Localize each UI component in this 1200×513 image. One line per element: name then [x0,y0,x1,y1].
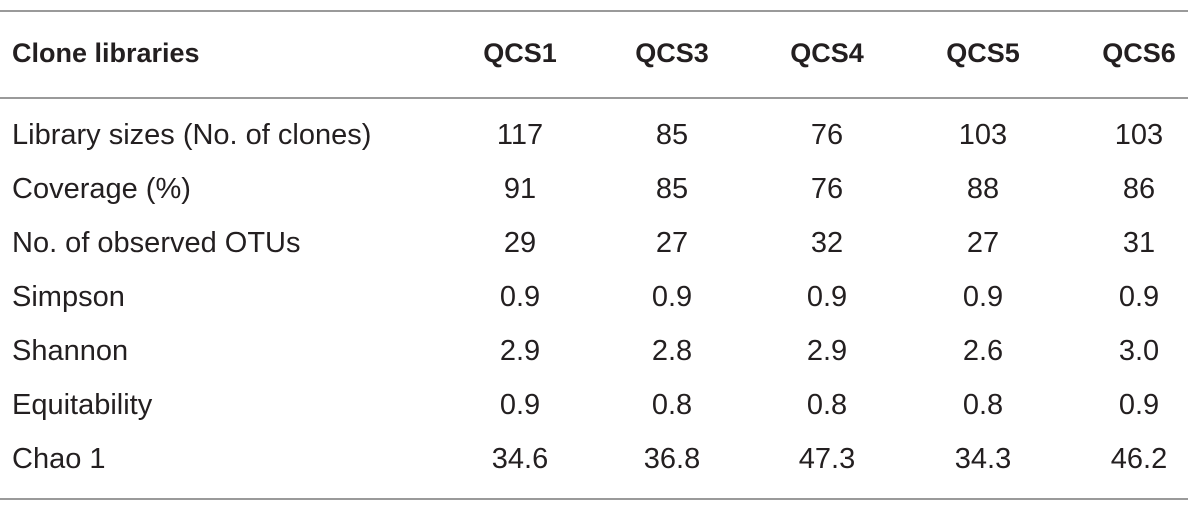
cell-qcs4: 47.3 [798,443,856,475]
row-label: Library sizes (No. of clones) [12,119,372,151]
cell-qcs6: 0.9 [1118,389,1160,421]
table-top-rule [0,10,1188,12]
cell-qcs3: 0.8 [651,389,693,421]
row-label: Equitability [12,389,153,421]
row-label: No. of observed OTUs [12,227,301,259]
cell-qcs1: 0.9 [499,389,541,421]
header-qcs1: QCS1 [483,38,557,68]
cell-qcs1: 2.9 [499,335,541,367]
table-row: Chao 1 34.6 36.8 47.3 34.3 46.2 [0,432,1188,486]
cell-qcs5: 103 [958,119,1008,151]
cell-qcs4: 32 [810,227,844,259]
header-clone-libraries: Clone libraries [12,38,200,68]
cell-qcs4: 0.8 [806,389,848,421]
cell-qcs5: 2.6 [962,335,1004,367]
table-row: No. of observed OTUs 29 27 32 27 31 [0,216,1188,270]
cell-qcs1: 34.6 [491,443,549,475]
cell-qcs3: 0.9 [651,281,693,313]
header-qcs5: QCS5 [946,38,1020,68]
cell-qcs5: 88 [966,173,1000,205]
table-header-row: Clone libraries QCS1 QCS3 QCS4 QCS5 QCS6 [0,28,1188,78]
cell-qcs3: 85 [655,173,689,205]
cell-qcs3: 85 [655,119,689,151]
table-row: Shannon 2.9 2.8 2.9 2.6 3.0 [0,324,1188,378]
cell-qcs5: 0.8 [962,389,1004,421]
cell-qcs6: 103 [1114,119,1164,151]
header-qcs4: QCS4 [790,38,864,68]
cell-qcs4: 76 [810,119,844,151]
header-qcs3: QCS3 [635,38,709,68]
cell-qcs4: 2.9 [806,335,848,367]
table-row: Equitability 0.9 0.8 0.8 0.8 0.9 [0,378,1188,432]
table-row: Simpson 0.9 0.9 0.9 0.9 0.9 [0,270,1188,324]
row-label: Simpson [12,281,125,313]
cell-qcs6: 3.0 [1118,335,1160,367]
cell-qcs6: 86 [1122,173,1156,205]
cell-qcs3: 36.8 [643,443,701,475]
cell-qcs6: 46.2 [1110,443,1168,475]
cell-qcs6: 0.9 [1118,281,1160,313]
row-label: Shannon [12,335,129,367]
cell-qcs1: 29 [503,227,537,259]
cell-qcs4: 0.9 [806,281,848,313]
table-header-rule [0,97,1188,99]
cell-qcs5: 34.3 [954,443,1012,475]
cell-qcs4: 76 [810,173,844,205]
row-label: Chao 1 [12,443,106,475]
cell-qcs1: 91 [503,173,537,205]
cell-qcs1: 0.9 [499,281,541,313]
cell-qcs3: 27 [655,227,689,259]
cell-qcs3: 2.8 [651,335,693,367]
row-label: Coverage (%) [12,173,191,205]
table-row: Coverage (%) 91 85 76 88 86 [0,162,1188,216]
cell-qcs5: 27 [966,227,1000,259]
cell-qcs1: 117 [496,119,544,151]
cell-qcs5: 0.9 [962,281,1004,313]
header-qcs6: QCS6 [1102,38,1176,68]
cell-qcs6: 31 [1122,227,1156,259]
table-bottom-rule [0,498,1188,500]
table-row: Library sizes (No. of clones) 117 85 76 … [0,108,1188,162]
